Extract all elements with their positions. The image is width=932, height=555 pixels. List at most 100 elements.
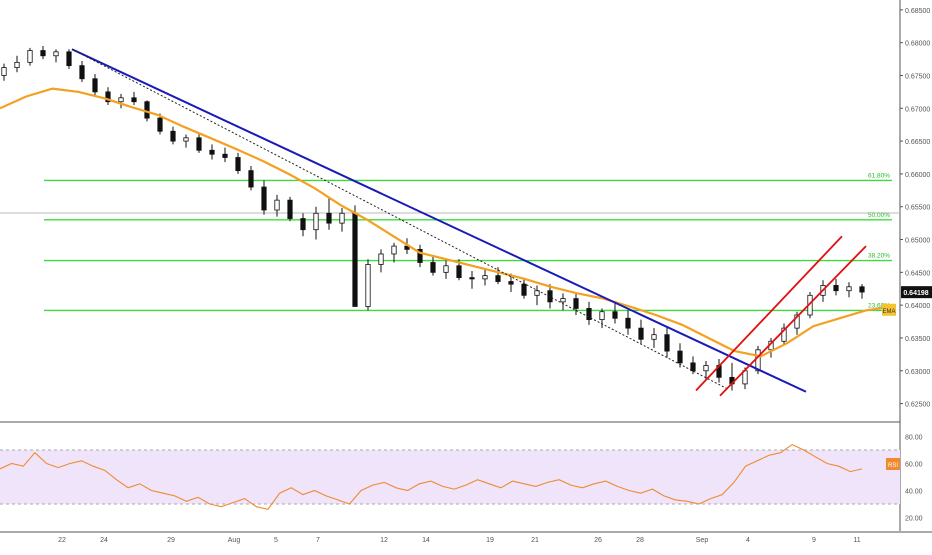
rsi-tick-label: 60.00 [905,462,923,469]
fib-level-label: 50.00% [868,212,890,219]
time-tick-label: 14 [422,537,430,544]
candle-body [339,212,345,224]
candle-body [573,298,579,309]
candle-body [352,212,358,307]
candle-body [651,334,657,340]
time-tick-label: 26 [594,537,602,544]
rsi-tag [886,458,900,470]
time-tick-label: 22 [58,537,66,544]
candle-body [521,283,527,296]
candle-body [690,362,696,372]
candle-body [105,91,111,103]
candle-body [27,50,33,63]
rsi-tick-label: 20.00 [905,516,923,523]
candle-body [92,78,98,93]
candle-body [144,101,150,119]
candle-body [599,311,605,320]
candle-body [287,199,293,219]
candle-body [482,275,488,280]
candle-body [560,298,566,303]
candle-body [638,327,644,340]
candle-body [313,212,319,231]
candle-body [40,50,46,57]
candle-body [365,264,371,307]
candle-body [664,334,670,352]
candle-body [859,286,865,293]
price-tick-label: 0.64000 [905,303,930,310]
candle-body [274,199,280,211]
price-tick-label: 0.66500 [905,139,930,146]
price-tick-label: 0.68500 [905,8,930,15]
last-price-tag [901,286,932,299]
candle-body [196,137,202,151]
candle-body [495,275,501,282]
candle-body [209,149,215,155]
candle-body [378,253,384,265]
price-tick-label: 0.64500 [905,270,930,277]
candle-body [53,51,59,57]
candle-body [456,265,462,278]
candle-body [183,137,189,142]
candle-body [118,97,124,103]
time-tick-label: 29 [167,537,175,544]
candle-body [248,170,254,188]
candle-body [677,350,683,364]
price-tick-label: 0.67500 [905,73,930,80]
time-tick-label: 5 [274,537,278,544]
time-tick-label: 11 [853,537,860,544]
candle-body [1,67,7,76]
candle-body [612,311,618,319]
time-tick-label: Sep [696,537,709,544]
last-price-label: 0.64198 [903,290,928,297]
candle-body [170,130,176,142]
candle-body [430,262,436,273]
fib-level-label: 23.60% [868,302,890,309]
ema-tag-label: EMA [882,309,895,315]
candle-body [469,277,475,280]
time-tick-label: 24 [100,537,108,544]
time-tick-label: 7 [316,537,320,544]
price-tick-label: 0.63500 [905,336,930,343]
price-tick-label: 0.66000 [905,172,930,179]
channel-upper-line [695,235,843,392]
candle-body [404,245,410,250]
time-tick-label: 12 [380,537,388,544]
candle-body [443,265,449,273]
fib-level-label: 61.80% [868,172,890,179]
rsi-tick-label: 80.00 [905,435,923,442]
candle-body [14,61,20,68]
candle-body [534,290,540,296]
candle-body [391,245,397,255]
price-tick-label: 0.63000 [905,369,930,376]
time-tick-label: Aug [228,537,241,544]
downtrend-line [71,48,807,393]
ema-tag [882,303,896,316]
time-tick-label: 21 [531,537,539,544]
time-tick-label: 4 [746,537,750,544]
candle-body [586,308,592,320]
candle-body [846,286,852,292]
candle-body [703,365,709,372]
price-tick-label: 0.68000 [905,41,930,48]
candle-body [508,281,514,285]
rsi-tick-label: 40.00 [905,489,923,496]
candle-body [833,285,839,292]
rsi-band [0,450,900,504]
candle-body [235,157,241,172]
candle-body [794,314,800,329]
dotted-trend-line [71,48,729,390]
candle-body [222,153,228,158]
time-tick-label: 19 [486,537,494,544]
time-tick-label: 28 [636,537,644,544]
fib-level-label: 38.20% [868,253,890,260]
ema-line [0,87,893,358]
channel-lower-line [719,245,867,397]
candle-body [326,212,332,224]
candle-body [781,327,787,342]
candle-body [157,117,163,132]
rsi-tag-label: RSI [888,463,898,469]
rsi-line [0,443,863,511]
price-tick-label: 0.65000 [905,238,930,245]
candle-body [131,97,137,103]
